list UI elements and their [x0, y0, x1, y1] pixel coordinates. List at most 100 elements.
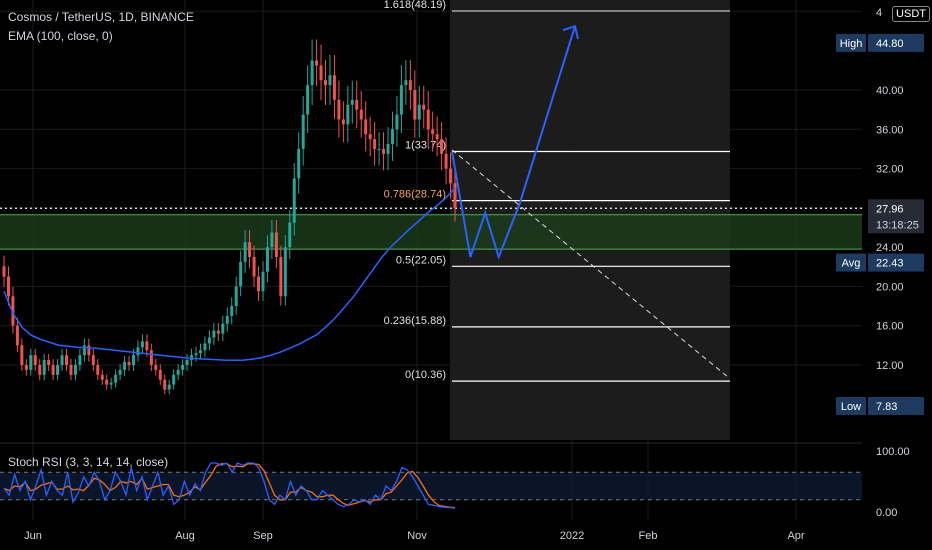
currency-badge[interactable]: USDT — [892, 6, 930, 22]
candle-body — [38, 365, 42, 375]
candle-body — [422, 104, 426, 110]
candle-body — [234, 286, 238, 307]
time-tick-label: Jun — [24, 530, 42, 542]
ema-line — [3, 187, 456, 362]
price-badge-tag — [836, 253, 866, 272]
fib-level-label: 0.786(28.74) — [384, 189, 446, 201]
candle-body — [51, 365, 55, 375]
price-tick-label: 32.00 — [876, 164, 904, 176]
candle-body — [158, 369, 162, 380]
time-tick-label: Nov — [407, 530, 427, 542]
fib-level-label: 0.5(22.05) — [396, 254, 446, 266]
price-badge-value: 22.43 — [876, 258, 904, 270]
stoch-rsi-k-line — [3, 462, 456, 509]
candle-body — [82, 345, 86, 356]
candle-body — [368, 134, 372, 140]
candle-body — [301, 114, 305, 149]
symbol-title: Cosmos / TetherUS, 1D, BINANCE — [8, 10, 194, 24]
support-zone — [0, 214, 862, 250]
candle-body — [225, 315, 229, 324]
price-tick-label: 40.00 — [876, 85, 904, 97]
price-badge-tag — [836, 396, 866, 415]
fib-level-label: 0.236(15.88) — [384, 315, 446, 327]
rsi-tick-label: 0.00 — [876, 507, 897, 519]
candle-body — [257, 276, 261, 292]
candle-body — [149, 350, 153, 365]
candle-body — [453, 183, 457, 208]
candle-body — [341, 119, 345, 125]
candle-body — [444, 153, 448, 169]
candle-body — [261, 271, 265, 292]
candle-body — [172, 374, 176, 385]
candle-body — [194, 353, 198, 356]
candle-body — [417, 104, 421, 120]
current-price-box — [868, 199, 924, 234]
price-badge-name: High — [840, 38, 863, 50]
candle-body — [100, 374, 104, 380]
candle-body — [377, 148, 381, 150]
candle-body — [33, 355, 37, 365]
candle-body — [109, 382, 113, 385]
candle-body — [440, 139, 444, 154]
candle-body — [279, 256, 283, 297]
candle-body — [310, 60, 314, 86]
candle-body — [315, 60, 319, 66]
candle-body — [6, 276, 10, 297]
candle-body — [283, 247, 287, 297]
candle-body — [399, 85, 403, 115]
candle-body — [449, 168, 453, 184]
candle-body — [105, 379, 109, 385]
candle-body — [163, 379, 167, 390]
price-tick-label: 4 — [876, 7, 882, 19]
candle-body — [60, 355, 64, 365]
candle-body — [181, 365, 185, 370]
candle-body — [96, 365, 100, 375]
fib-level-label: 0(10.36) — [405, 369, 446, 381]
price-badge-box — [868, 396, 924, 415]
candle-body — [140, 341, 144, 348]
candle-body — [390, 129, 394, 145]
candle-body — [288, 222, 292, 248]
candle-body — [131, 355, 135, 365]
candle-body — [359, 109, 363, 120]
candle-body — [127, 362, 131, 365]
candle-body — [73, 365, 77, 375]
candles — [2, 39, 457, 395]
candle-body — [176, 369, 180, 375]
fib-level-label: 1.618(48.19) — [384, 0, 446, 11]
candle-body — [319, 65, 323, 81]
candle-body — [24, 365, 28, 370]
candle-body — [212, 330, 216, 338]
candle-body — [328, 75, 332, 86]
candle-body — [198, 350, 202, 354]
candle-body — [395, 114, 399, 130]
price-badge-value: 7.83 — [876, 401, 897, 413]
price-tick-label: 20.00 — [876, 281, 904, 293]
candle-body — [306, 85, 310, 115]
stoch-rsi-legend: Stoch RSI (3, 3, 14, 14, close) — [8, 455, 169, 469]
candle-body — [118, 369, 122, 375]
current-price-value: 27.96 — [876, 203, 904, 215]
candle-body — [274, 232, 278, 257]
candle-body — [431, 129, 435, 135]
ema-legend: EMA (100, close, 0) — [8, 29, 113, 43]
price-tick-label: 16.00 — [876, 321, 904, 333]
candle-body — [203, 343, 207, 351]
candle-body — [65, 355, 69, 365]
candle-body — [167, 384, 171, 390]
fib-level-label: 1(33.74) — [405, 139, 446, 151]
candle-body — [69, 365, 73, 375]
projection-path — [451, 25, 576, 261]
candle-body — [332, 75, 336, 100]
candle-body — [239, 261, 243, 287]
candle-body — [252, 256, 256, 277]
price-badge-tag — [836, 33, 866, 52]
candle-body — [350, 99, 354, 105]
candle-body — [435, 134, 439, 140]
candle-body — [145, 341, 149, 351]
candle-body — [91, 355, 95, 365]
candle-body — [42, 360, 46, 375]
candle-body — [382, 148, 386, 154]
candle-body — [15, 325, 19, 346]
